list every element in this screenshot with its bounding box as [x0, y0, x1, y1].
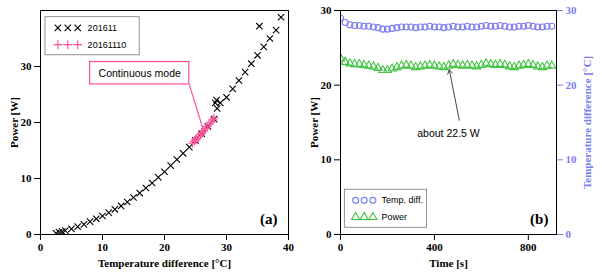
svg-text:20161110: 20161110: [88, 40, 127, 50]
svg-text:10: 10: [566, 153, 578, 165]
svg-text:0: 0: [338, 241, 344, 253]
svg-text:30: 30: [221, 241, 233, 253]
svg-text:30: 30: [21, 60, 33, 72]
svg-text:201611: 201611: [88, 23, 117, 33]
svg-text:Continuous mode: Continuous mode: [99, 67, 181, 79]
svg-text:0: 0: [326, 228, 332, 240]
svg-text:20: 20: [566, 79, 578, 91]
svg-text:0: 0: [566, 228, 572, 240]
svg-text:Power: Power: [382, 212, 408, 222]
svg-text:0: 0: [38, 241, 44, 253]
svg-text:30: 30: [321, 4, 333, 16]
svg-text:20: 20: [321, 79, 333, 91]
svg-text:Temperature difference [°C]: Temperature difference [°C]: [581, 56, 593, 189]
svg-text:30: 30: [566, 4, 578, 16]
svg-text:(a): (a): [260, 211, 278, 228]
svg-text:Power [W]: Power [W]: [308, 97, 320, 148]
svg-text:10: 10: [21, 172, 33, 184]
svg-text:0: 0: [26, 228, 32, 240]
svg-text:400: 400: [426, 241, 443, 253]
svg-text:20: 20: [21, 116, 33, 128]
svg-text:20: 20: [159, 241, 171, 253]
svg-text:800: 800: [520, 241, 537, 253]
svg-text:Power [W]: Power [W]: [8, 97, 20, 148]
svg-text:(b): (b): [530, 211, 548, 228]
svg-text:40: 40: [283, 241, 295, 253]
svg-text:10: 10: [97, 241, 109, 253]
svg-text:about 22.5 W: about 22.5 W: [417, 127, 480, 139]
svg-text:Temperature difference [°C]: Temperature difference [°C]: [98, 257, 231, 269]
svg-text:Temp. diff.: Temp. diff.: [382, 195, 423, 205]
svg-text:Time [s]: Time [s]: [429, 257, 468, 269]
svg-text:10: 10: [321, 153, 333, 165]
